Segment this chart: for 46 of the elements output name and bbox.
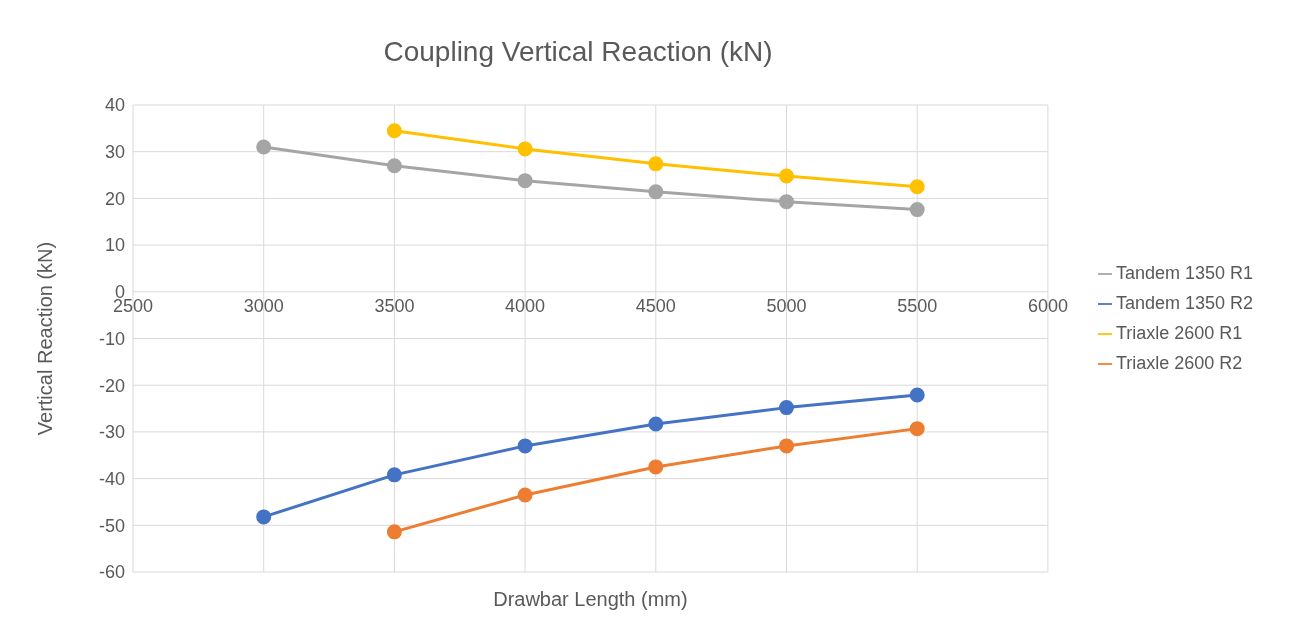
x-tick-label: 4000 (505, 295, 546, 316)
point (386, 123, 402, 139)
point (517, 438, 533, 454)
point (256, 509, 272, 525)
legend-label: Tandem 1350 R2 (1115, 293, 1253, 313)
x-tick-label: 3500 (374, 295, 415, 316)
point (909, 387, 925, 403)
point (386, 158, 402, 174)
point (517, 141, 533, 157)
y-tick-label: -50 (98, 515, 125, 536)
point (909, 202, 925, 218)
x-tick-label: 4500 (635, 295, 676, 316)
y-tick-label: 30 (104, 142, 125, 163)
x-tick-label: 5000 (766, 295, 807, 316)
legend-label: Tandem 1350 R1 (1115, 263, 1253, 283)
y-tick-label: -40 (98, 468, 125, 489)
y-tick-label: 10 (104, 235, 125, 256)
y-tick-label: 20 (104, 188, 125, 209)
y-tick-label: -10 (98, 328, 125, 349)
point (517, 487, 533, 503)
y-tick-label: -30 (98, 422, 125, 443)
point (909, 421, 925, 437)
legend-label: Triaxle 2600 R1 (1115, 323, 1243, 343)
y-tick-label: -60 (98, 562, 125, 583)
point (648, 416, 664, 432)
y-tick-label: -20 (98, 375, 125, 396)
point (386, 524, 402, 540)
point (779, 194, 794, 210)
point (648, 156, 664, 172)
y-axis-title: Vertical Reaction (kN) (34, 241, 57, 436)
chart-title: Coupling Vertical Reaction (kN) (382, 36, 774, 68)
point (909, 179, 925, 195)
point (648, 184, 664, 200)
point (648, 459, 664, 475)
point (779, 400, 794, 416)
point (256, 139, 272, 155)
point (779, 168, 794, 184)
x-tick-label: 6000 (1027, 295, 1068, 316)
point (779, 438, 794, 454)
x-tick-label: 5500 (897, 295, 938, 316)
x-axis-title: Drawbar Length (mm) (493, 588, 688, 610)
legend-label: Triaxle 2600 R2 (1115, 353, 1243, 373)
x-tick-label: 3000 (243, 295, 284, 316)
y-tick-label: 40 (104, 95, 125, 116)
point (386, 467, 402, 483)
point (517, 173, 533, 189)
